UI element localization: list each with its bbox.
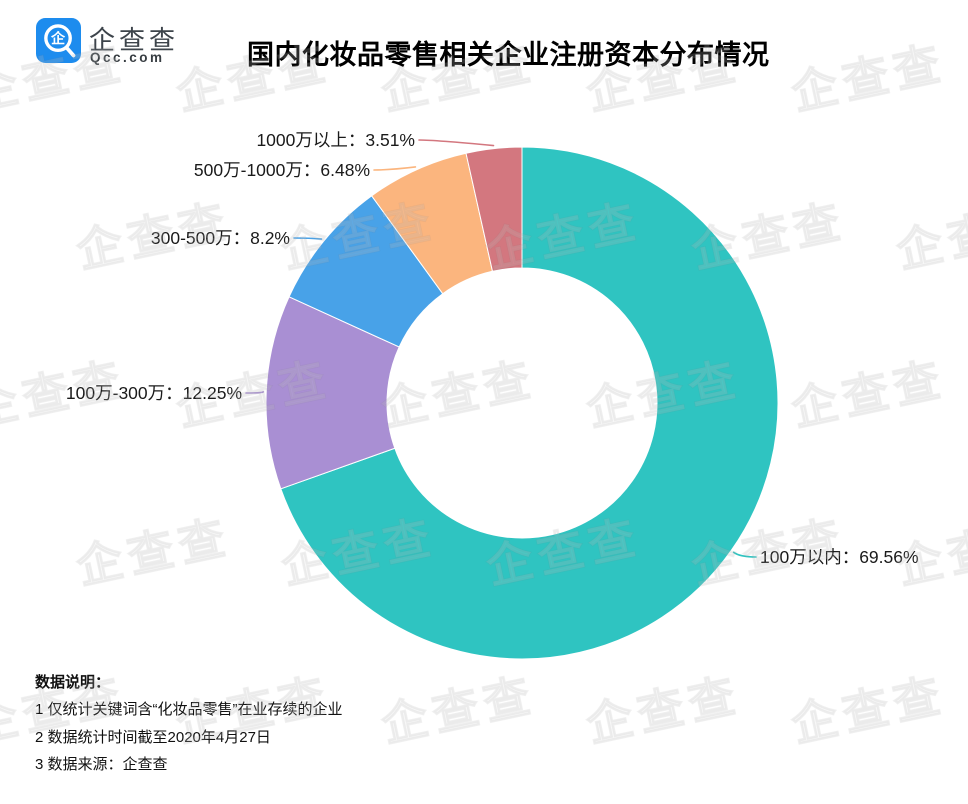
slice-label-500w-1000w: 500万-1000万：6.48% (193, 160, 370, 180)
note-line-2: 2 数据统计时间截至2020年4月27日 (35, 728, 271, 746)
brand-domain: Qcc.com (90, 50, 165, 65)
slice-label-over-1000w: 1000万以上：3.51% (256, 130, 415, 150)
qcc-logo-icon: 企 (36, 18, 81, 63)
label-leader-line-500万-1000万 (373, 166, 417, 171)
brand-name: 企查查 (89, 25, 180, 55)
label-leader-line-100万-300万 (245, 391, 265, 394)
pie-slice-100万以内 (280, 146, 779, 660)
svg-text:企: 企 (50, 30, 66, 46)
chart-title: 国内化妆品零售相关企业注册资本分布情况 (247, 40, 770, 70)
pie-slice-1000万以上 (465, 146, 523, 272)
note-line-3: 3 数据来源：企查查 (35, 756, 168, 773)
slice-label-under-100w: 100万以内：69.56% (760, 547, 919, 567)
slice-label-300-500w: 300-500万：8.2% (150, 228, 290, 248)
notes-heading: 数据说明： (35, 674, 111, 691)
slice-label-100w-300w: 100万-300万：12.25% (65, 383, 242, 403)
label-leader-line-100万以内 (732, 551, 757, 558)
magnifier-logo-icon: 企 (36, 18, 81, 63)
label-leader-line-1000万以上 (418, 139, 495, 147)
label-leader-line-300-500万 (293, 237, 323, 240)
data-notes: 数据说明： 1 仅统计关键词含“化妆品零售”在业存续的企业 2 数据统计时间截至… (35, 669, 343, 779)
note-line-1: 1 仅统计关键词含“化妆品零售”在业存续的企业 (35, 701, 343, 718)
